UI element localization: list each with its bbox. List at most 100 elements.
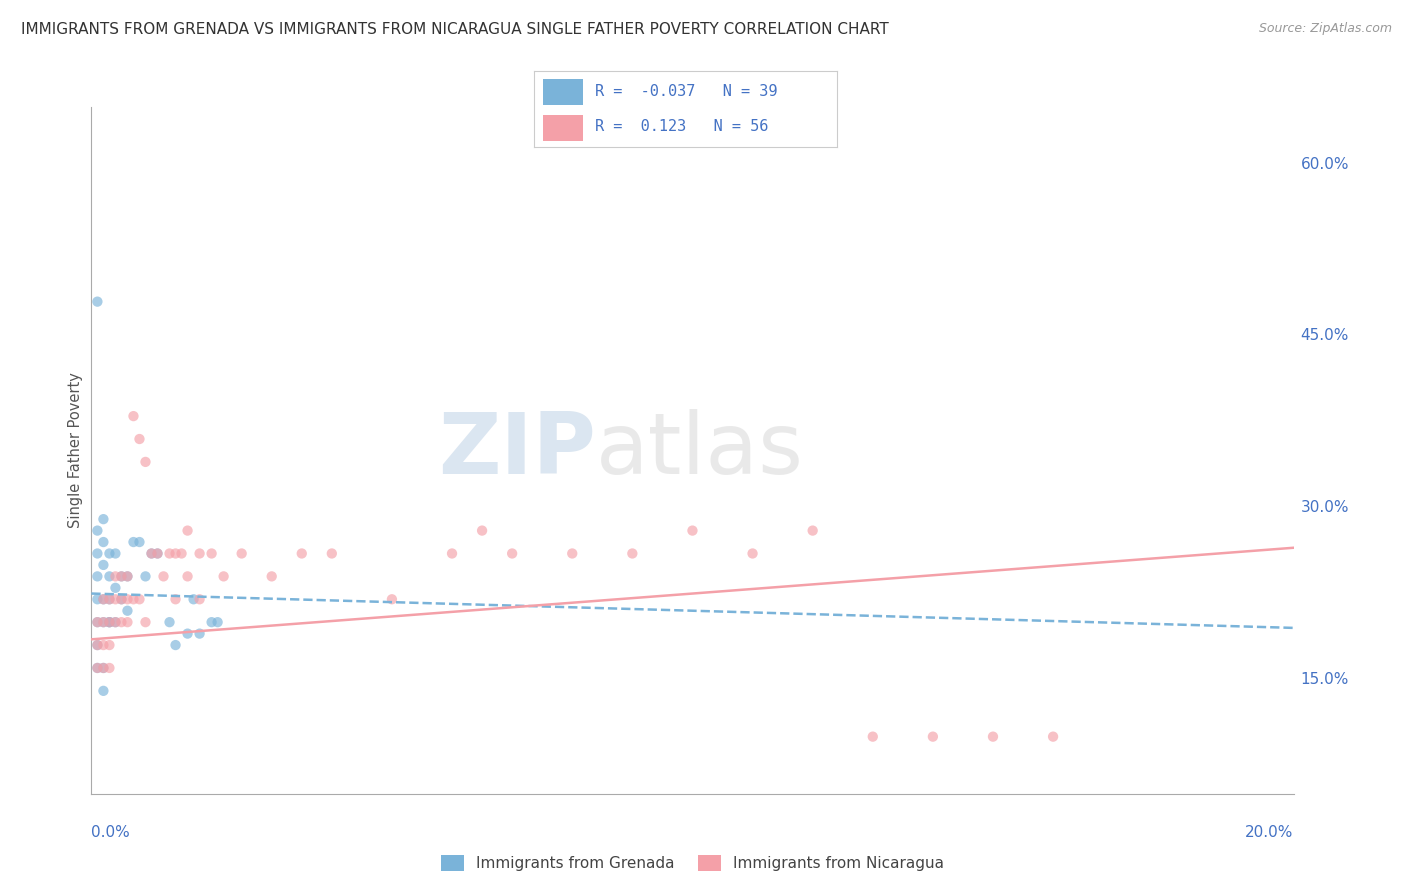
Point xyxy=(110,569,132,583)
Point xyxy=(188,626,211,640)
Point xyxy=(122,592,145,607)
Text: IMMIGRANTS FROM GRENADA VS IMMIGRANTS FROM NICARAGUA SINGLE FATHER POVERTY CORRE: IMMIGRANTS FROM GRENADA VS IMMIGRANTS FR… xyxy=(21,22,889,37)
Point xyxy=(165,546,187,561)
Point xyxy=(741,546,763,561)
Point xyxy=(176,569,198,583)
Text: R =  0.123   N = 56: R = 0.123 N = 56 xyxy=(595,120,768,134)
Point xyxy=(146,546,169,561)
Point xyxy=(86,546,108,561)
Point xyxy=(159,546,181,561)
Point xyxy=(98,569,121,583)
Point xyxy=(170,546,193,561)
Point xyxy=(98,592,121,607)
Point xyxy=(122,409,145,424)
Point xyxy=(98,615,121,630)
Text: 20.0%: 20.0% xyxy=(1246,825,1294,840)
Point xyxy=(128,535,150,549)
Point xyxy=(471,524,494,538)
Point xyxy=(134,615,156,630)
Point xyxy=(141,546,163,561)
Point xyxy=(159,615,181,630)
Point xyxy=(201,615,224,630)
Legend: Immigrants from Grenada, Immigrants from Nicaragua: Immigrants from Grenada, Immigrants from… xyxy=(433,847,952,879)
Point xyxy=(104,569,127,583)
Point xyxy=(93,558,115,572)
Point xyxy=(93,615,115,630)
Text: R =  -0.037   N = 39: R = -0.037 N = 39 xyxy=(595,85,778,99)
Y-axis label: Single Father Poverty: Single Father Poverty xyxy=(67,373,83,528)
Point xyxy=(110,569,132,583)
Point xyxy=(86,661,108,675)
Point xyxy=(128,432,150,446)
Point xyxy=(212,569,235,583)
Point xyxy=(98,615,121,630)
Point xyxy=(117,592,139,607)
Point xyxy=(86,569,108,583)
Point xyxy=(98,592,121,607)
Point xyxy=(104,615,127,630)
Point xyxy=(152,569,174,583)
Point xyxy=(93,592,115,607)
Point xyxy=(93,661,115,675)
Point xyxy=(561,546,583,561)
Point xyxy=(291,546,314,561)
Text: Source: ZipAtlas.com: Source: ZipAtlas.com xyxy=(1258,22,1392,36)
Point xyxy=(981,730,1004,744)
Point xyxy=(104,546,127,561)
Point xyxy=(117,615,139,630)
Point xyxy=(681,524,703,538)
Point xyxy=(93,615,115,630)
Point xyxy=(122,535,145,549)
Point xyxy=(321,546,343,561)
Point xyxy=(104,592,127,607)
Point xyxy=(117,604,139,618)
Point xyxy=(176,524,198,538)
Point xyxy=(621,546,644,561)
Point xyxy=(86,638,108,652)
Point xyxy=(98,638,121,652)
Text: 45.0%: 45.0% xyxy=(1301,328,1348,343)
Point xyxy=(188,546,211,561)
Point xyxy=(98,546,121,561)
Point xyxy=(117,569,139,583)
Bar xyxy=(543,115,582,141)
Point xyxy=(93,683,115,698)
Point xyxy=(128,592,150,607)
Point xyxy=(801,524,824,538)
Point xyxy=(188,592,211,607)
Point xyxy=(86,615,108,630)
Point xyxy=(98,661,121,675)
Point xyxy=(110,592,132,607)
Point xyxy=(1042,730,1064,744)
Point xyxy=(176,626,198,640)
Point xyxy=(86,615,108,630)
Point xyxy=(381,592,404,607)
Point xyxy=(93,512,115,526)
Text: ZIP: ZIP xyxy=(439,409,596,492)
Point xyxy=(141,546,163,561)
Bar xyxy=(543,79,582,104)
Point xyxy=(86,661,108,675)
Point xyxy=(134,455,156,469)
Point xyxy=(117,569,139,583)
Point xyxy=(86,638,108,652)
Point xyxy=(93,592,115,607)
Point xyxy=(93,535,115,549)
Text: atlas: atlas xyxy=(596,409,804,492)
Point xyxy=(86,294,108,309)
Point xyxy=(86,524,108,538)
Point xyxy=(104,581,127,595)
Point xyxy=(104,615,127,630)
Point xyxy=(862,730,884,744)
Point xyxy=(110,615,132,630)
Text: 30.0%: 30.0% xyxy=(1301,500,1348,516)
Point xyxy=(440,546,463,561)
Point xyxy=(260,569,283,583)
Point xyxy=(201,546,224,561)
Point xyxy=(165,592,187,607)
Point xyxy=(110,592,132,607)
Point xyxy=(86,592,108,607)
Text: 60.0%: 60.0% xyxy=(1301,157,1348,172)
Point xyxy=(922,730,945,744)
Text: 15.0%: 15.0% xyxy=(1301,672,1348,687)
